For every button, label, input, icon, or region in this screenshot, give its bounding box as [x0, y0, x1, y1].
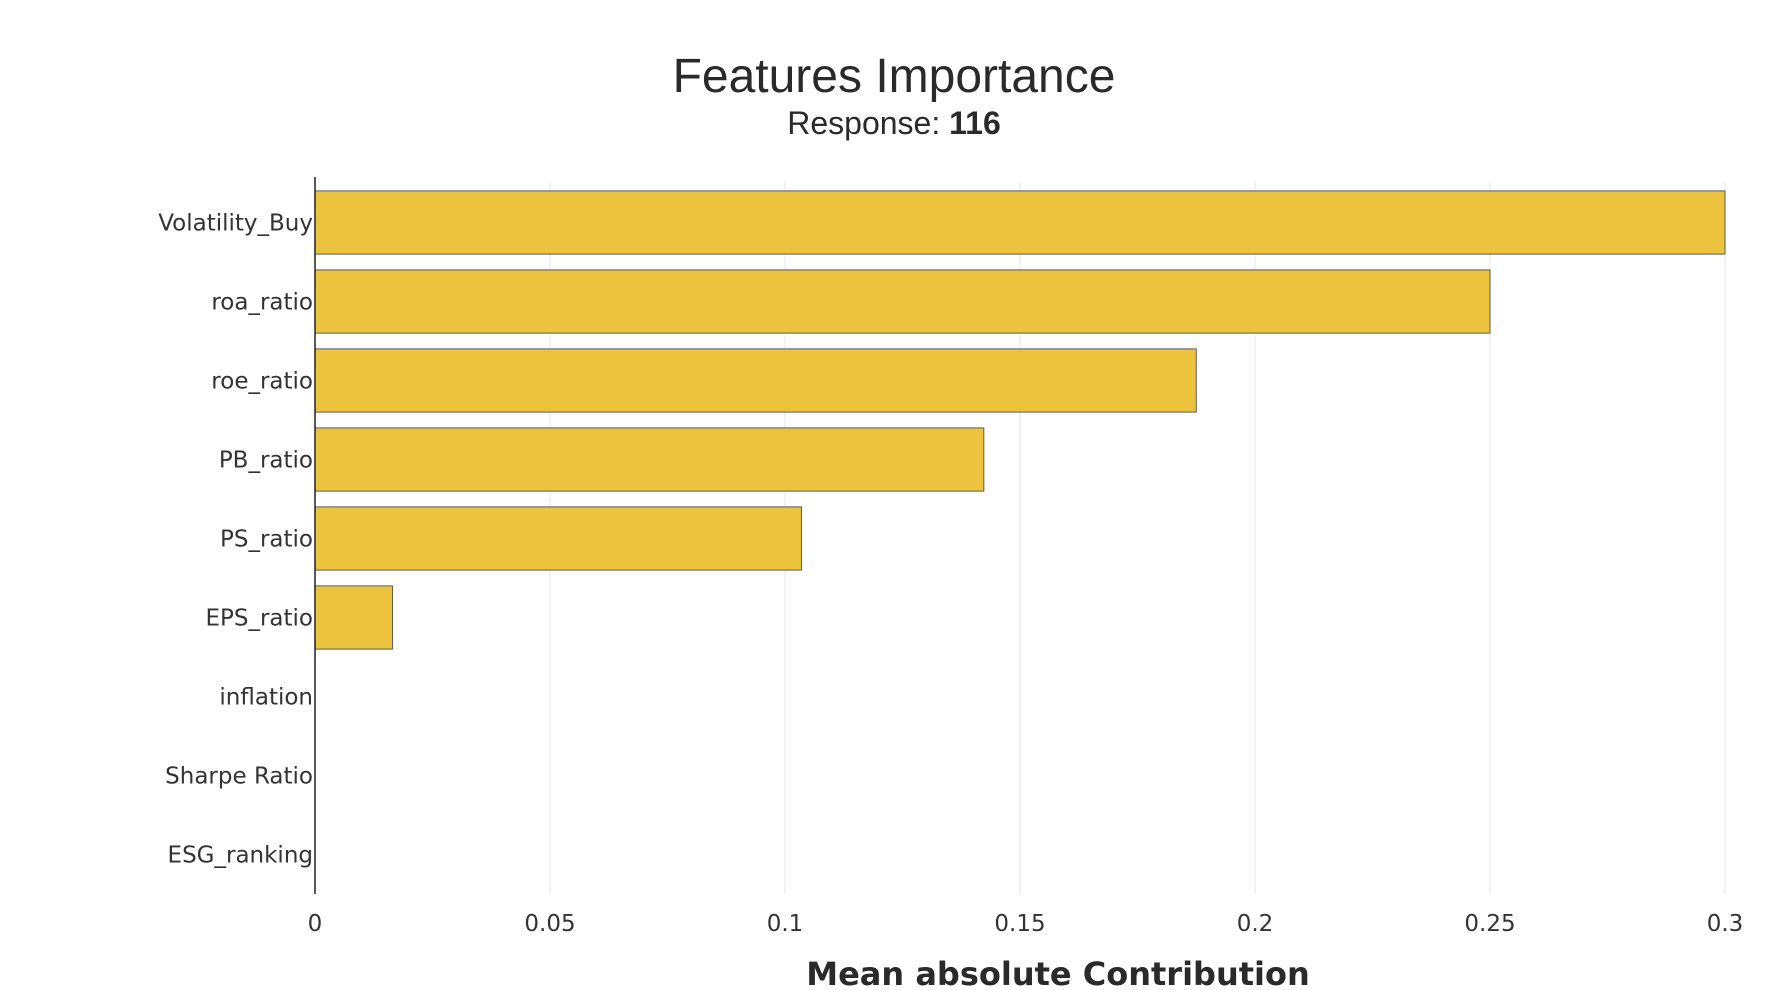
- x-tick-label: 0.1: [767, 911, 804, 937]
- x-tick-label: 0.05: [524, 911, 575, 937]
- x-axis-label: Mean absolute Contribution: [806, 955, 1310, 990]
- bars: [314, 190, 1726, 650]
- y-tick-label: roa_ratio: [211, 290, 313, 316]
- chart-subtitle: Response: 116: [787, 105, 1001, 141]
- subtitle-prefix: Response:: [787, 105, 949, 141]
- bar-eps-ratio[interactable]: [314, 585, 394, 650]
- y-tick-label: Volatility_Buy: [158, 211, 313, 237]
- y-tick-label: EPS_ratio: [205, 606, 313, 632]
- x-tick-labels: 0 0.05 0.1 0.15 0.2 0.25 0.3: [308, 911, 1744, 937]
- x-tick-label: 0.15: [994, 911, 1045, 937]
- bar-roa-ratio[interactable]: [314, 269, 1491, 334]
- y-tick-label: Sharpe Ratio: [165, 764, 313, 790]
- y-tick-labels: Volatility_Buy roa_ratio roe_ratio PB_ratio…: [158, 211, 313, 869]
- bar-pb-ratio[interactable]: [314, 427, 985, 492]
- chart-title: Features Importance: [673, 50, 1116, 103]
- x-tick-label: 0.2: [1237, 911, 1274, 937]
- y-tick-label: PS_ratio: [220, 527, 313, 553]
- x-tick-label: 0.25: [1464, 911, 1515, 937]
- bar-ps-ratio[interactable]: [314, 506, 802, 571]
- bar-roe-ratio[interactable]: [314, 348, 1197, 413]
- y-tick-label: roe_ratio: [211, 369, 313, 395]
- bar-volatility-buy[interactable]: [314, 190, 1726, 255]
- x-tick-label: 0: [308, 911, 323, 937]
- x-tick-label: 0.3: [1707, 911, 1744, 937]
- subtitle-value: 116: [949, 105, 1001, 141]
- y-tick-label: ESG_ranking: [168, 843, 313, 869]
- y-tick-label: inflation: [219, 685, 313, 711]
- y-tick-label: PB_ratio: [219, 448, 313, 474]
